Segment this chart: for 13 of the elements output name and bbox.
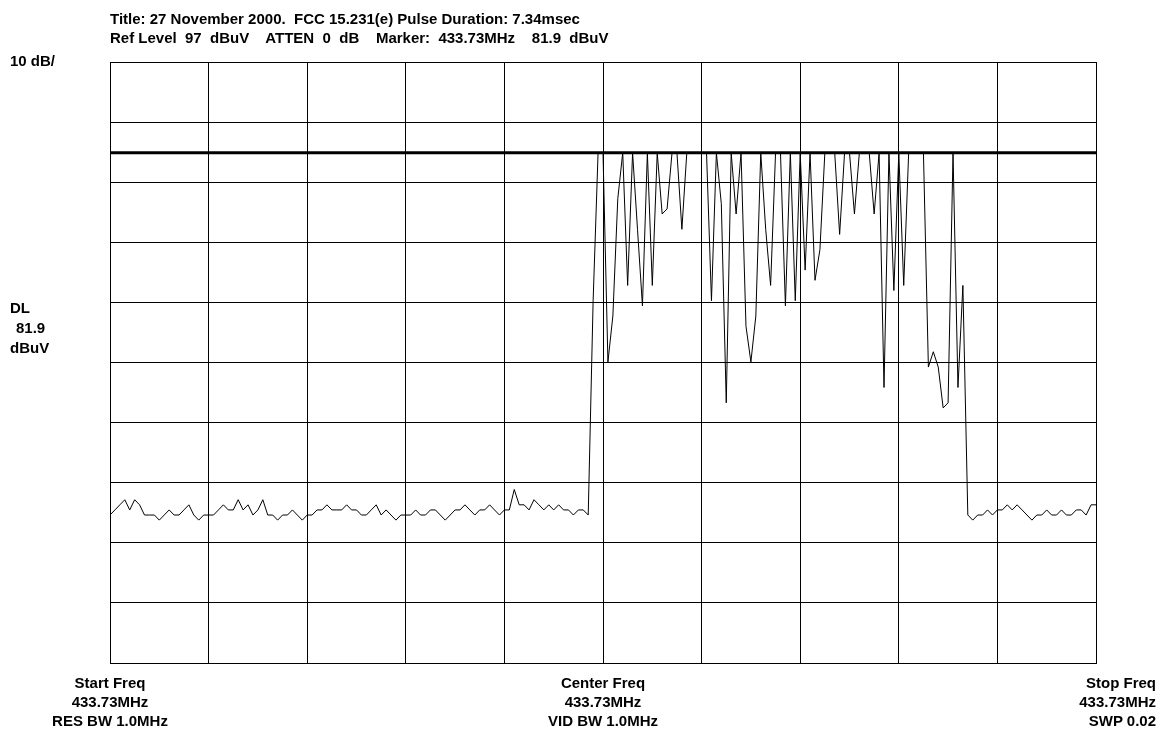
text: VID BW 1.0MHz: [547, 712, 659, 729]
text: Center Freq: [560, 674, 646, 691]
text: 433.73MHz: [564, 693, 642, 710]
text: SWP 0.02: [1088, 712, 1156, 729]
chart-subtitle: Ref Level 97 dBuV ATTEN 0 dB Marker: 433.73MHz 81.9 dBuV: [110, 29, 609, 46]
text: Stop Freq: [1086, 674, 1156, 691]
text: 433.73MHz: [71, 693, 149, 710]
text: 433.73MHz: [1079, 693, 1156, 710]
ref-line-label: DL 81.9 dBuV: [10, 298, 50, 356]
text: 10 dB/: [10, 52, 56, 69]
chart-title: Title: 27 November 2000. FCC 15.231(e) Pulse Duration: 7.34msec: [110, 10, 580, 27]
text: Start Freq: [74, 674, 146, 691]
text: RES BW 1.0MHz: [52, 712, 168, 729]
